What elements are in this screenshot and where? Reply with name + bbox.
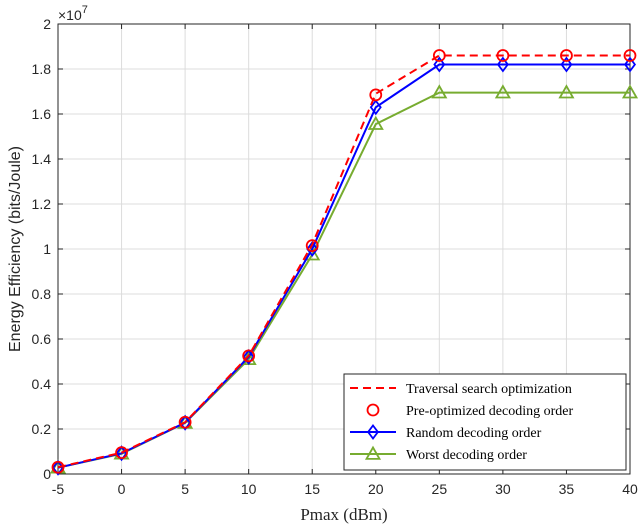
legend-label: Traversal search optimization (406, 382, 572, 397)
x-tick-label: 15 (304, 481, 320, 497)
y-tick-label: 2 (43, 16, 51, 32)
y-axis-label: Energy Efficiency (bits/Joule) (7, 146, 24, 352)
y-tick-label: 1.2 (32, 196, 52, 212)
data-point (369, 99, 382, 116)
y-tick-label: 0.8 (32, 286, 52, 302)
x-tick-label: 30 (495, 481, 511, 497)
data-point (496, 56, 509, 73)
data-point (115, 446, 128, 460)
x-tick-label: 10 (241, 481, 257, 497)
x-tick-label: 20 (368, 481, 384, 497)
legend-entry: Worst decoding order (350, 445, 527, 463)
data-point (433, 56, 446, 73)
y-tick-label: 0.6 (32, 331, 52, 347)
y-tick-label: 0 (43, 466, 51, 482)
x-axis-label: Pmax (dBm) (300, 505, 387, 524)
data-point (242, 349, 255, 365)
data-point (494, 84, 511, 99)
series-2 (52, 56, 636, 476)
data-point (558, 84, 575, 99)
x-tick-label: 5 (181, 481, 189, 497)
legend-marker (367, 424, 379, 440)
data-point (51, 460, 65, 474)
data-point (623, 49, 637, 62)
data-point (306, 241, 319, 257)
series-line (57, 63, 630, 469)
data-point (305, 239, 319, 253)
legend-label: Worst decoding order (406, 448, 527, 463)
data-point (431, 84, 448, 99)
data-point (179, 414, 192, 431)
data-point (560, 56, 573, 73)
y-axis-multiplier: ×107 (58, 4, 88, 23)
legend-entry: Random decoding order (350, 424, 542, 441)
data-point (621, 84, 639, 99)
series (49, 49, 639, 476)
legend: Traversal search optimization Pre-optimiz… (343, 373, 627, 471)
y-tick-label: 1.8 (32, 61, 52, 77)
data-point (367, 115, 384, 130)
y-tick-label: 1 (43, 241, 51, 257)
x-tick-label: 35 (559, 481, 575, 497)
y-tick-label: 0.2 (32, 421, 52, 437)
y-axis: 0 0.2 0.4 0.6 0.8 1 1.2 1.4 1.6 1.8 2 (32, 16, 630, 482)
x-tick-label: -5 (52, 481, 65, 497)
y-tick-label: 1.6 (32, 106, 52, 122)
legend-marker (366, 403, 380, 417)
legend-marker (364, 445, 382, 460)
legend-entry: Traversal search optimization (350, 382, 572, 397)
legend-label: Pre-optimized decoding order (406, 404, 574, 419)
x-axis: -5 0 5 10 15 20 25 30 35 40 (52, 24, 638, 497)
data-point (369, 88, 383, 102)
x-tick-label: 25 (432, 481, 448, 497)
x-tick-label: 0 (118, 481, 126, 497)
legend-entry: Pre-optimized decoding order (366, 403, 574, 419)
x-tick-label: 40 (622, 481, 638, 497)
y-tick-label: 1.4 (32, 151, 52, 167)
data-point (178, 415, 192, 429)
y-tick-label: 0.4 (32, 376, 52, 392)
data-point (624, 56, 636, 73)
legend-label: Random decoding order (406, 426, 542, 441)
data-point (242, 349, 256, 363)
